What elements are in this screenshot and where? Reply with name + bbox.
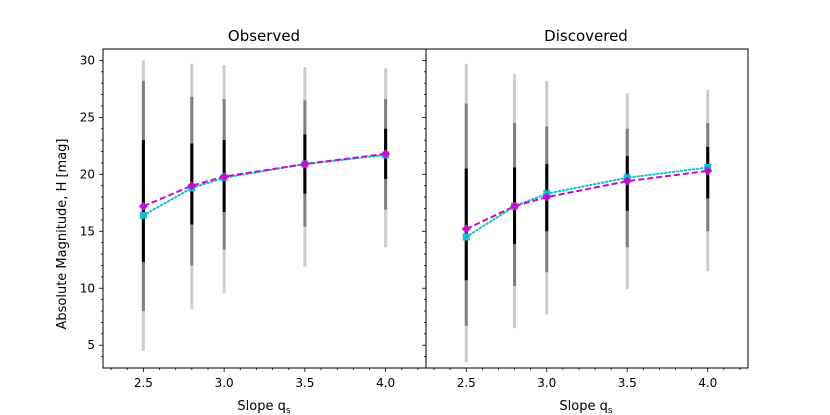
- discovered-x-axis-label: Slope qs: [559, 399, 612, 415]
- observed-y-tick-label: 5: [87, 338, 95, 352]
- discovered-median-line: [465, 169, 708, 230]
- discovered-x-tick-label: 2.5: [457, 376, 476, 390]
- observed-title: Observed: [228, 27, 300, 45]
- discovered-axes-frame: [425, 48, 749, 369]
- discovered-mean-point: [462, 233, 470, 241]
- discovered-x-tick-label: 3.5: [618, 376, 637, 390]
- observed-x-tick-label: 4.0: [376, 376, 395, 390]
- observed-y-tick-label: 20: [80, 167, 95, 181]
- observed-panel: Observed Slope qs 2.5 3.0 3.5 4.0 5 10 15 20 25 3…: [80, 27, 427, 415]
- observed-x-axis-label: Slope qs: [237, 399, 290, 415]
- discovered-x-tick-label: 3.0: [537, 376, 556, 390]
- observed-median-line: [142, 152, 386, 208]
- observed-x-tick-label: 3.0: [215, 376, 234, 390]
- discovered-title: Discovered: [544, 27, 628, 45]
- discovered-panel: Discovered Slope qs 2.5 3.0 3.5 4.0: [422, 27, 749, 415]
- observed-y-tick-label: 25: [80, 110, 95, 124]
- observed-median-point: [219, 172, 229, 182]
- discovered-median-point: [622, 176, 632, 186]
- y-axis-label: Absolute Magnitude, H [mag]: [55, 138, 70, 329]
- observed-x-tick-label: 2.5: [134, 376, 153, 390]
- observed-x-tick-label: 3.5: [295, 376, 314, 390]
- observed-y-tick-label: 15: [80, 224, 95, 238]
- observed-median-point: [187, 181, 197, 191]
- discovered-x-tick-label: 4.0: [698, 376, 717, 390]
- observed-y-tick-label: 30: [80, 53, 95, 67]
- observed-median-point: [138, 201, 148, 211]
- discovered-median-point: [703, 166, 713, 176]
- discovered-median-point: [510, 201, 520, 211]
- discovered-median-point: [542, 192, 552, 202]
- observed-mean-line: [142, 153, 387, 217]
- observed-median-point: [300, 159, 310, 169]
- discovered-mean-line: [465, 166, 709, 238]
- observed-y-tick-label: 10: [80, 281, 95, 295]
- observed-axes-frame: [102, 48, 427, 369]
- observed-median-point: [381, 149, 391, 159]
- observed-mean-point: [139, 211, 147, 219]
- discovered-median-point: [461, 224, 471, 234]
